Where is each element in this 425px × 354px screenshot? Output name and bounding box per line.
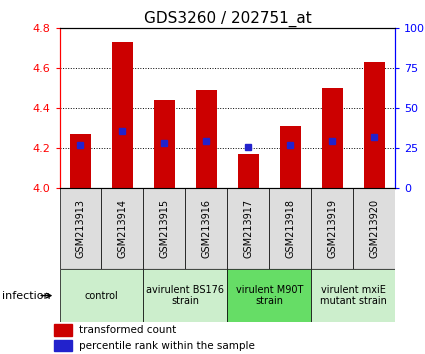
Bar xyxy=(60,188,102,269)
Bar xyxy=(143,188,185,269)
Text: transformed count: transformed count xyxy=(79,325,176,335)
Text: GSM213913: GSM213913 xyxy=(76,199,85,258)
Bar xyxy=(112,42,133,188)
Bar xyxy=(70,134,91,188)
Bar xyxy=(280,126,301,188)
Bar xyxy=(54,324,72,336)
Text: GSM213917: GSM213917 xyxy=(244,199,253,258)
Text: GSM213914: GSM213914 xyxy=(117,199,128,258)
Bar xyxy=(143,269,227,322)
Text: virulent mxiE
mutant strain: virulent mxiE mutant strain xyxy=(320,285,387,307)
Bar xyxy=(269,188,311,269)
Bar xyxy=(311,269,395,322)
Text: GSM213918: GSM213918 xyxy=(285,199,295,258)
Bar xyxy=(238,154,259,188)
Text: GSM213915: GSM213915 xyxy=(159,199,170,258)
Bar xyxy=(185,188,227,269)
Text: GSM213916: GSM213916 xyxy=(201,199,211,258)
Bar xyxy=(322,88,343,188)
Bar xyxy=(364,62,385,188)
Text: GSM213919: GSM213919 xyxy=(327,199,337,258)
Title: GDS3260 / 202751_at: GDS3260 / 202751_at xyxy=(144,11,311,27)
Text: avirulent BS176
strain: avirulent BS176 strain xyxy=(146,285,224,307)
Text: infection: infection xyxy=(2,291,51,301)
Bar xyxy=(60,269,143,322)
Text: percentile rank within the sample: percentile rank within the sample xyxy=(79,341,255,351)
Text: virulent M90T
strain: virulent M90T strain xyxy=(235,285,303,307)
Bar xyxy=(227,269,311,322)
Text: control: control xyxy=(85,291,118,301)
Bar xyxy=(102,188,143,269)
Bar xyxy=(353,188,395,269)
Bar xyxy=(227,188,269,269)
Bar xyxy=(311,188,353,269)
Bar xyxy=(154,100,175,188)
Bar xyxy=(196,90,217,188)
Text: GSM213920: GSM213920 xyxy=(369,199,379,258)
Bar xyxy=(54,340,72,352)
